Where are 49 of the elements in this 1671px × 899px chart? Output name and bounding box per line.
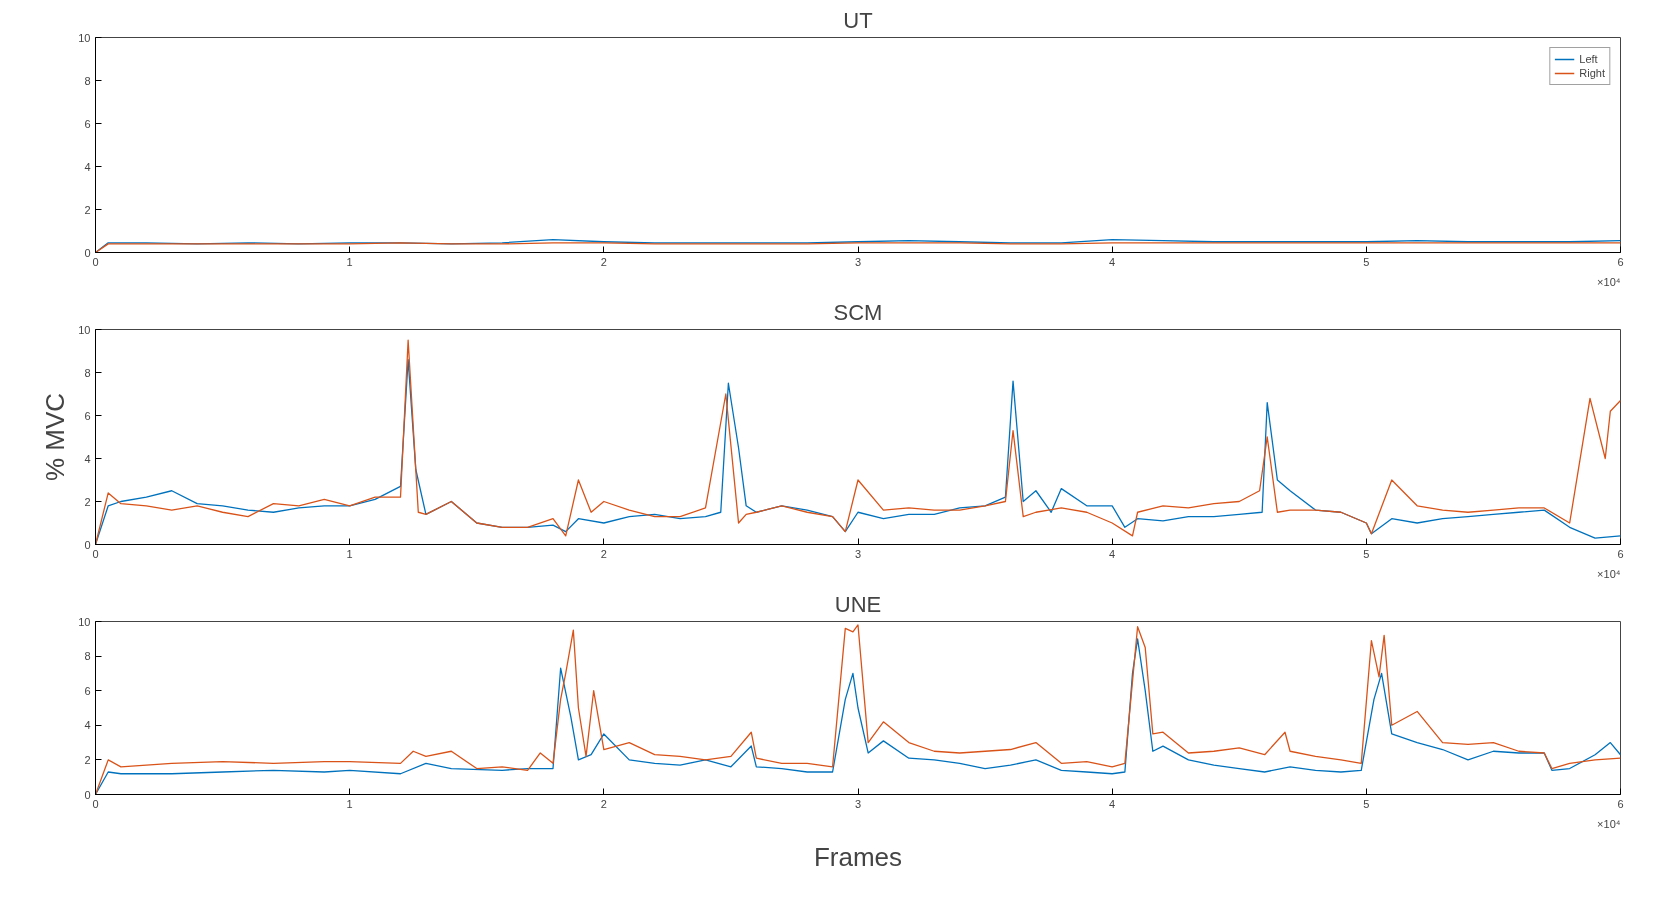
legend-label: Left [1579, 52, 1599, 66]
y-tick-label: 10 [78, 323, 91, 336]
y-tick-label: 0 [84, 538, 91, 551]
y-tick-label: 0 [84, 246, 91, 259]
x-tick-label: 6 [1617, 255, 1624, 268]
chart-title: UNE [834, 591, 882, 617]
x-tick-label: 3 [854, 255, 862, 268]
chart-title: SCM [833, 299, 883, 325]
x-tick-label: 3 [854, 797, 862, 810]
y-tick-label: 4 [84, 452, 91, 465]
y-axis-title: % MVC [40, 392, 71, 482]
y-tick-label: 6 [84, 684, 91, 697]
x-tick-label: 2 [600, 255, 607, 268]
x-tick-label: 2 [600, 547, 607, 560]
y-tick-label: 2 [84, 495, 91, 508]
x-tick-label: 4 [1109, 797, 1116, 810]
x-axis-title: Frames [813, 841, 903, 872]
x-tick-label: 5 [1363, 797, 1370, 810]
y-tick-label: 10 [78, 615, 91, 628]
y-tick-label: 10 [78, 31, 91, 44]
text: ×10⁴ [1597, 817, 1621, 830]
x-tick-label: 4 [1109, 547, 1116, 560]
legend-label: Right [1579, 66, 1605, 80]
chart-title: UT [843, 7, 873, 33]
x-tick-label: 4 [1109, 255, 1116, 268]
x-tick-label: 1 [346, 255, 353, 268]
y-tick-label: 8 [84, 366, 91, 379]
y-tick-label: 6 [84, 117, 91, 130]
x-tick-label: 0 [92, 547, 99, 560]
y-tick-label: 8 [84, 74, 91, 87]
x-tick-label: 1 [346, 797, 353, 810]
y-tick-label: 4 [84, 160, 91, 173]
text: ×10⁴ [1597, 275, 1621, 288]
y-tick-label: 2 [84, 753, 91, 766]
x-tick-label: 0 [92, 797, 99, 810]
x-tick-label: 1 [346, 547, 353, 560]
x-tick-label: 5 [1363, 255, 1370, 268]
x-tick-label: 2 [600, 797, 607, 810]
y-tick-label: 4 [84, 719, 91, 732]
y-tick-label: 2 [84, 203, 91, 216]
x-tick-label: 6 [1617, 547, 1624, 560]
x-tick-label: 0 [92, 255, 99, 268]
x-tick-label: 3 [854, 547, 862, 560]
y-tick-label: 6 [84, 409, 91, 422]
x-tick-label: 6 [1617, 797, 1624, 810]
y-tick-label: 0 [84, 788, 91, 801]
text: ×10⁴ [1597, 567, 1621, 580]
x-tick-label: 5 [1363, 547, 1370, 560]
y-tick-label: 8 [84, 650, 91, 663]
